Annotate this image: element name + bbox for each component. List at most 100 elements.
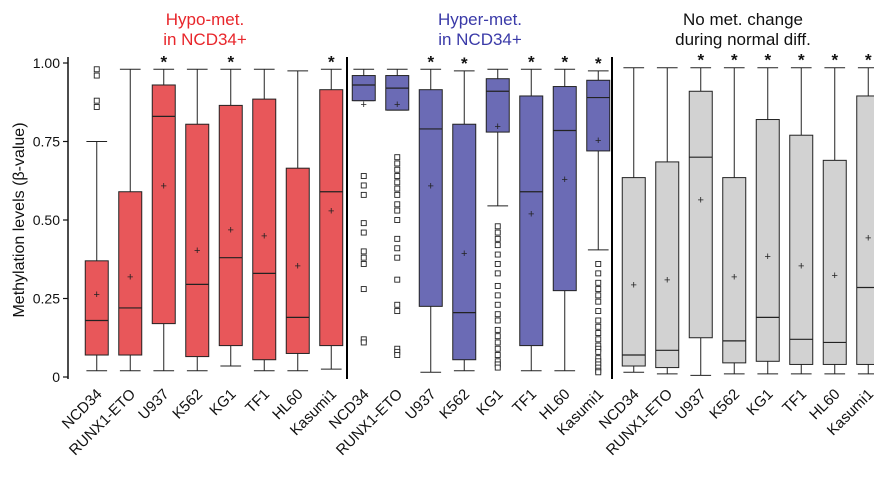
box-iqr bbox=[822, 159, 847, 365]
box-kg1: +* bbox=[755, 51, 780, 375]
box-iqr bbox=[621, 177, 646, 367]
box-ncd34: + bbox=[351, 68, 376, 346]
significance-star: * bbox=[764, 51, 771, 70]
outlier-point bbox=[494, 282, 501, 289]
group-title-line: Hypo-met. bbox=[166, 10, 244, 29]
mean-marker: + bbox=[228, 224, 234, 236]
significance-star: * bbox=[697, 51, 704, 70]
outlier-point bbox=[494, 242, 501, 249]
mean-marker: + bbox=[798, 261, 804, 273]
box-iqr bbox=[319, 89, 344, 347]
outlier-point bbox=[494, 270, 501, 277]
box-iqr bbox=[552, 86, 577, 292]
mean-marker: + bbox=[161, 180, 167, 192]
outlier-point bbox=[93, 97, 100, 104]
mean-marker: + bbox=[631, 279, 637, 291]
outlier-point bbox=[494, 292, 501, 299]
significance-star: * bbox=[731, 51, 738, 70]
box-iqr bbox=[519, 95, 544, 347]
x-tick-label: KG1 bbox=[473, 386, 506, 419]
group-title-line: in NCD34+ bbox=[438, 30, 522, 49]
x-tick-label: TF1 bbox=[509, 386, 540, 417]
outlier-point bbox=[494, 223, 501, 230]
x-tick-label: K562 bbox=[169, 386, 206, 423]
outlier-point bbox=[494, 352, 501, 358]
mean-marker: + bbox=[94, 289, 100, 301]
outlier-point bbox=[595, 330, 602, 336]
box-iqr bbox=[755, 119, 780, 362]
box-runx1-eto: + bbox=[385, 68, 410, 358]
mean-marker: + bbox=[832, 270, 838, 282]
outlier-point bbox=[93, 66, 100, 73]
outlier-point bbox=[394, 301, 401, 308]
significance-star: * bbox=[595, 54, 602, 73]
box-kasumi1: +* bbox=[586, 54, 611, 376]
outlier-point bbox=[394, 235, 401, 242]
box-iqr bbox=[385, 75, 410, 111]
significance-star: * bbox=[798, 51, 805, 70]
mean-marker: + bbox=[361, 99, 367, 111]
outlier-point bbox=[394, 160, 401, 167]
box-tf1: +* bbox=[789, 51, 814, 375]
outlier-point bbox=[494, 326, 501, 333]
group-titles: Hypo-met.in NCD34+Hyper-met.in NCD34+No … bbox=[163, 10, 811, 49]
box-iqr bbox=[351, 75, 376, 102]
outlier-point bbox=[595, 336, 602, 343]
box-runx1-eto: + bbox=[118, 68, 143, 372]
outlier-point bbox=[360, 261, 367, 267]
outlier-point bbox=[494, 317, 501, 324]
outlier-point bbox=[394, 185, 401, 192]
outlier-point bbox=[494, 261, 501, 267]
mean-marker: + bbox=[295, 261, 301, 273]
outlier-point bbox=[360, 220, 367, 227]
outlier-point bbox=[595, 292, 602, 299]
outlier-point bbox=[394, 179, 401, 186]
group-title-line: in NCD34+ bbox=[163, 30, 247, 49]
outlier-point bbox=[360, 286, 367, 293]
outlier-point bbox=[394, 245, 401, 252]
y-tick-label: 0.75 bbox=[33, 134, 60, 150]
outlier-point bbox=[394, 254, 401, 261]
x-tick-label: KG1 bbox=[743, 386, 776, 419]
box-runx1-eto: + bbox=[655, 67, 680, 375]
box-tf1: +* bbox=[519, 52, 544, 372]
x-tick-label: U937 bbox=[672, 386, 709, 423]
significance-star: * bbox=[227, 52, 234, 71]
x-tick-label: U937 bbox=[135, 386, 172, 423]
box-iqr bbox=[452, 123, 477, 361]
box-iqr bbox=[151, 84, 176, 325]
outlier-point bbox=[360, 339, 367, 346]
mean-marker: + bbox=[194, 245, 200, 257]
box-tf1: + bbox=[252, 68, 277, 372]
mean-marker: + bbox=[731, 272, 737, 284]
box-iqr bbox=[218, 104, 243, 347]
box-u937: +* bbox=[688, 51, 713, 376]
outlier-point bbox=[394, 173, 401, 179]
significance-star: * bbox=[427, 52, 434, 71]
box-kasumi1: +* bbox=[319, 52, 344, 370]
box-iqr bbox=[688, 90, 713, 339]
mean-marker: + bbox=[261, 231, 267, 243]
significance-star: * bbox=[561, 52, 568, 71]
x-tick-label: TF1 bbox=[242, 386, 273, 417]
mean-marker: + bbox=[461, 248, 467, 260]
outlier-point bbox=[595, 369, 602, 376]
box-hl60: +* bbox=[822, 51, 847, 375]
outlier-point bbox=[360, 254, 367, 261]
outlier-point bbox=[394, 201, 401, 208]
mean-marker: + bbox=[328, 206, 334, 218]
outlier-point bbox=[595, 298, 602, 305]
box-k562: + bbox=[185, 68, 210, 372]
outlier-point bbox=[595, 270, 602, 277]
significance-star: * bbox=[160, 52, 167, 71]
box-kasumi1: +* bbox=[856, 51, 874, 375]
y-tick-label: 0.50 bbox=[33, 212, 60, 228]
box-u937: +* bbox=[418, 52, 443, 373]
box-hl60: + bbox=[285, 70, 310, 372]
significance-star: * bbox=[528, 52, 535, 71]
outlier-point bbox=[394, 352, 401, 358]
x-tick-label: U937 bbox=[402, 386, 439, 423]
outlier-point bbox=[394, 217, 401, 223]
